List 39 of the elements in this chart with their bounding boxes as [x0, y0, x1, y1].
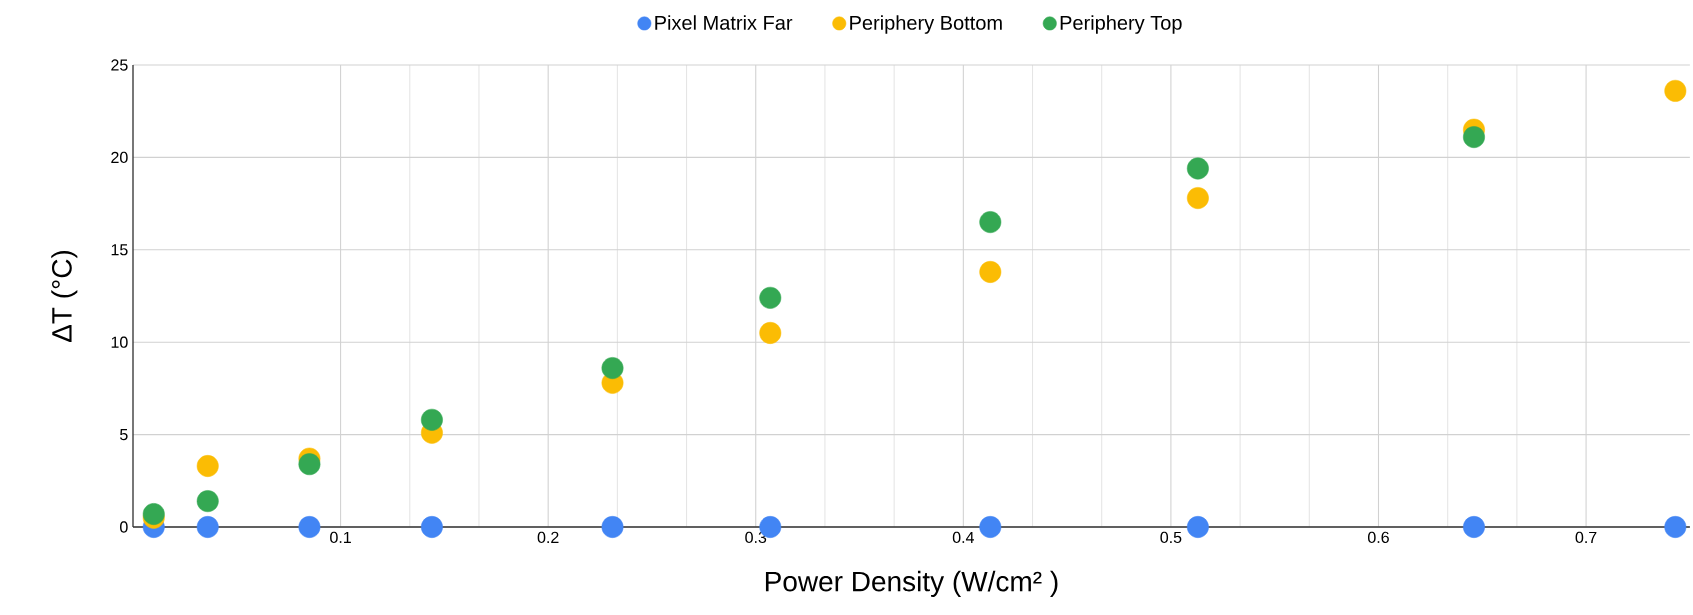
x-tick-label: 0.7 — [1575, 531, 1597, 544]
legend-label: Periphery Bottom — [850, 15, 1002, 34]
point — [1664, 516, 1687, 538]
y-axis-title: ΔT (°C) — [51, 250, 78, 342]
x-tick-label: 0.2 — [537, 531, 559, 544]
point — [1186, 516, 1209, 538]
y-tick-label: 20 — [111, 151, 128, 164]
y-tick-label: 0 — [120, 521, 128, 533]
point — [142, 503, 165, 525]
point — [420, 516, 443, 538]
x-axis-title: Power Density (W/cm² ) — [765, 570, 1058, 597]
x-tick-label: 0.5 — [1160, 531, 1182, 544]
point — [979, 261, 1002, 283]
point — [979, 516, 1002, 538]
point — [298, 516, 321, 538]
point — [759, 322, 782, 344]
y-tick-label: 10 — [111, 336, 128, 348]
y-tick-label: 15 — [111, 244, 128, 256]
point — [601, 516, 624, 538]
point — [1463, 126, 1485, 149]
point — [759, 286, 782, 309]
legend-label: Periphery Top — [1060, 15, 1182, 34]
point — [979, 211, 1002, 234]
x-tick-label: 0.1 — [330, 531, 351, 544]
point — [1186, 157, 1209, 180]
x-tick-label: 0.6 — [1368, 531, 1389, 544]
point — [196, 455, 219, 477]
point — [196, 490, 219, 513]
point — [196, 516, 219, 538]
point — [1664, 79, 1687, 102]
y-tick-label: 5 — [120, 429, 128, 441]
point — [298, 453, 321, 476]
point — [420, 408, 443, 431]
point — [1463, 516, 1485, 538]
y-tick-label: 25 — [111, 59, 128, 71]
point — [601, 357, 624, 380]
legend-label: Pixel Matrix Far — [655, 15, 793, 30]
x-tick-label: 0.4 — [952, 531, 974, 544]
point — [1186, 187, 1209, 209]
